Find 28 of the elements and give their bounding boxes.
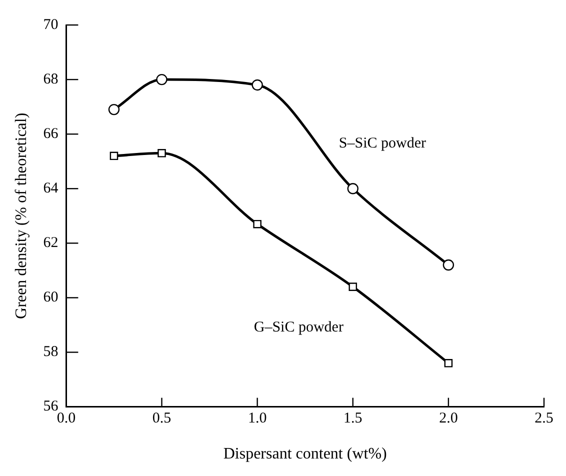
point <box>444 359 453 368</box>
series-label: G–SiC powder <box>254 320 344 336</box>
y-tick-label: 70 <box>43 16 58 33</box>
y-tick-label: 64 <box>43 180 59 197</box>
y-tick-label: 60 <box>43 290 58 306</box>
y-tick-label: 66 <box>43 126 59 142</box>
point <box>347 183 358 194</box>
x-tick-label: 1.0 <box>248 410 267 427</box>
x-tick-label: 2.0 <box>439 410 458 427</box>
point <box>252 79 263 91</box>
x-tick-label: 1.5 <box>344 410 362 427</box>
point <box>110 152 118 160</box>
point <box>158 149 166 158</box>
y-tick-label: 58 <box>43 344 58 360</box>
point <box>108 104 120 116</box>
y-tick-label: 62 <box>43 235 58 252</box>
point <box>348 282 358 291</box>
point <box>253 220 262 228</box>
y-axis-title: Green density (% of theoretical) <box>12 112 30 319</box>
x-tick-label: 0.5 <box>152 410 172 427</box>
x-tick-label: 2.5 <box>534 410 554 427</box>
y-tick-label: 68 <box>43 71 58 88</box>
point <box>156 74 168 86</box>
y-tick-label: 56 <box>43 398 59 415</box>
point <box>442 259 454 271</box>
x-tick-label: 0.0 <box>56 410 76 427</box>
x-axis-title: Dispersant content (wt%) <box>223 446 387 463</box>
series-label: S–SiC powder <box>338 136 426 152</box>
